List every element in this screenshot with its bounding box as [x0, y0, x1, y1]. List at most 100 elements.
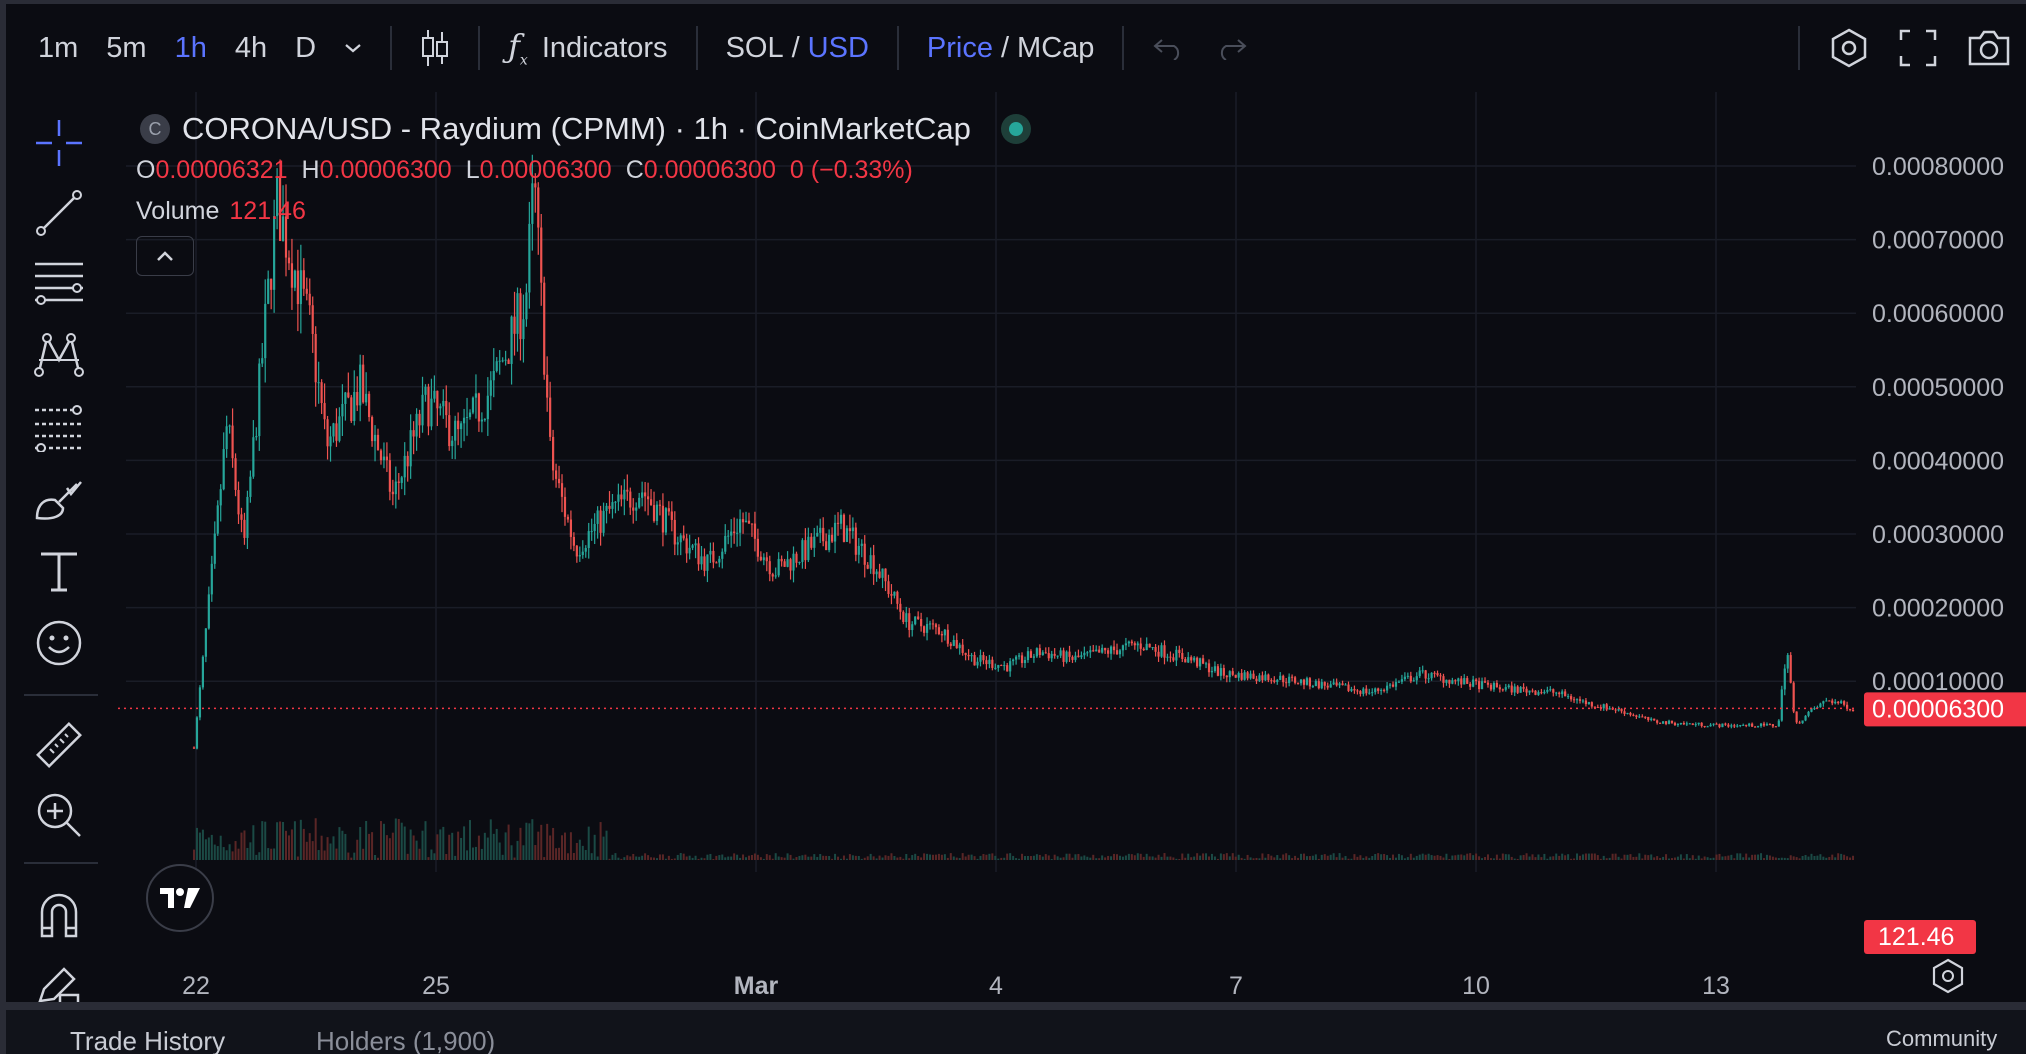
- tab-holders[interactable]: Holders (1,900): [316, 1026, 495, 1054]
- candle-body: [1653, 719, 1655, 721]
- collapse-legend-button[interactable]: [136, 236, 194, 276]
- volume-bar: [1276, 855, 1278, 860]
- pattern-icon[interactable]: [30, 326, 88, 384]
- ruler-icon[interactable]: [30, 716, 88, 774]
- volume-bar: [1754, 855, 1756, 860]
- volume-bar: [793, 859, 795, 860]
- zoom-in-icon[interactable]: [30, 786, 88, 844]
- volume-bar: [1555, 854, 1557, 860]
- volume-bar: [1359, 855, 1361, 860]
- volume-bar: [1668, 859, 1670, 860]
- volume-bar: [1603, 856, 1605, 860]
- settings-icon[interactable]: [1814, 18, 1884, 78]
- candle-body: [1039, 648, 1041, 655]
- volume-bar: [686, 856, 688, 860]
- y-tick-label: 0.00030000: [1872, 521, 2004, 549]
- high-value: 0.00006300: [320, 156, 452, 184]
- volume-bar: [1241, 858, 1243, 860]
- candle-body: [878, 572, 880, 578]
- symbol-title[interactable]: CORONA/USD - Raydium (CPMM) · 1h · CoinM…: [182, 111, 971, 147]
- volume-bar: [790, 855, 792, 860]
- trend-line-icon[interactable]: [30, 184, 88, 242]
- candle-body: [997, 665, 999, 668]
- volume-bar: [1618, 857, 1620, 860]
- toolbar-divider: [390, 26, 392, 70]
- candle-body: [1214, 666, 1216, 671]
- volume-bar: [1161, 857, 1163, 860]
- brush-icon[interactable]: [30, 470, 88, 528]
- volume-bar: [736, 855, 738, 860]
- candle-body: [267, 279, 269, 304]
- candle-body: [1347, 685, 1349, 691]
- interval-5m[interactable]: 5m: [92, 18, 160, 78]
- candle-body: [668, 508, 670, 511]
- chevron-down-icon[interactable]: [330, 18, 376, 78]
- text-tool-icon[interactable]: [30, 542, 88, 600]
- volume-bar: [852, 855, 854, 860]
- volume-bar: [938, 854, 940, 860]
- volume-bar: [1223, 854, 1225, 860]
- volume-bar: [1440, 856, 1442, 860]
- market-status-icon[interactable]: [1001, 114, 1031, 144]
- candle-body: [1060, 650, 1062, 655]
- candle-body: [635, 508, 637, 511]
- candle-body: [1425, 670, 1427, 678]
- candlestick-type-icon[interactable]: [406, 18, 464, 78]
- candle-body: [739, 519, 741, 533]
- crosshair-icon[interactable]: [30, 114, 88, 172]
- volume-bar: [724, 857, 726, 860]
- candle-body: [1217, 666, 1219, 676]
- candle-body: [1232, 671, 1234, 675]
- candle-body: [870, 555, 872, 569]
- price-mcap-toggle[interactable]: Price / MCap: [913, 18, 1109, 78]
- volume-bar: [1422, 854, 1424, 860]
- tradingview-logo[interactable]: [146, 864, 214, 932]
- open-key: O: [136, 156, 155, 184]
- candle-body: [614, 502, 616, 503]
- horizontal-lines-icon[interactable]: [30, 254, 88, 312]
- volume-bar: [1220, 853, 1222, 860]
- tab-trade-history[interactable]: Trade History: [70, 1026, 225, 1054]
- fullscreen-icon[interactable]: [1884, 18, 1952, 78]
- x-tick-label: 4: [989, 972, 1003, 1000]
- volume-bar: [1285, 853, 1287, 860]
- volume-bar: [1609, 858, 1611, 860]
- candle-body: [1463, 678, 1465, 684]
- indicators-button[interactable]: ƒx Indicators: [494, 18, 681, 78]
- camera-icon[interactable]: [1952, 18, 2026, 78]
- volume-bar: [1549, 857, 1551, 860]
- volume-bar: [300, 820, 302, 860]
- interval-4h[interactable]: 4h: [221, 18, 281, 78]
- candle-body: [1285, 682, 1287, 683]
- candle-body: [1558, 693, 1560, 695]
- interval-1h[interactable]: 1h: [161, 18, 221, 78]
- redo-icon[interactable]: [1200, 18, 1262, 78]
- candle-body: [1439, 675, 1441, 676]
- candle-body: [1626, 713, 1628, 714]
- candle-body: [582, 552, 584, 555]
- candle-body: [309, 294, 311, 305]
- volume-bar: [917, 856, 919, 860]
- undo-icon[interactable]: [1138, 18, 1200, 78]
- magnet-icon[interactable]: [30, 886, 88, 944]
- volume-bar: [1460, 854, 1462, 860]
- volume-bar: [896, 858, 898, 860]
- candle-body: [1442, 676, 1444, 683]
- interval-d[interactable]: D: [281, 18, 330, 78]
- price-mcap-separator: /: [1001, 32, 1009, 65]
- candle-body: [1511, 686, 1513, 693]
- emoji-icon[interactable]: [30, 614, 88, 672]
- candle-body: [1146, 644, 1148, 650]
- volume-bar: [344, 834, 346, 860]
- volume-bar: [1208, 856, 1210, 860]
- community-button[interactable]: Community: [1886, 1026, 1997, 1052]
- candle-body: [1208, 663, 1210, 672]
- volume-bar: [1066, 854, 1068, 860]
- candle-body: [789, 559, 791, 570]
- volume-bar: [1371, 856, 1373, 860]
- volume-bar: [813, 854, 815, 860]
- currency-toggle[interactable]: SOL / USD: [712, 18, 883, 78]
- fib-retracement-icon[interactable]: [30, 398, 88, 456]
- interval-1m[interactable]: 1m: [24, 18, 92, 78]
- volume-bar: [1232, 853, 1234, 860]
